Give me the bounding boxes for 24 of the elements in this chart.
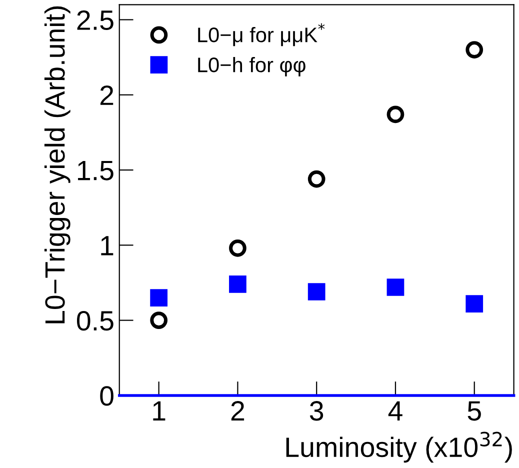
point bbox=[308, 283, 326, 300]
y-tick-label: 1.5 bbox=[78, 160, 114, 180]
legend-label: L0−μ for μμK$^{*}$ bbox=[198, 23, 325, 46]
y-tick-label: 2.5 bbox=[77, 10, 114, 30]
y-tick-label: 0.5 bbox=[76, 310, 114, 331]
x-tick-label: 2 bbox=[231, 401, 244, 420]
point bbox=[150, 289, 168, 306]
point bbox=[466, 41, 484, 58]
point bbox=[229, 276, 246, 293]
y-tick-label: 2 bbox=[100, 86, 114, 105]
y-axis-title: L0−Trigger yield (Arb.unit) bbox=[44, 6, 70, 324]
y-tick-label: 0 bbox=[100, 386, 114, 406]
point bbox=[308, 170, 326, 188]
x-tick-label: 3 bbox=[310, 401, 324, 421]
x-tick-label: 1 bbox=[153, 401, 166, 420]
x-tick-label: 5 bbox=[468, 401, 481, 421]
point bbox=[386, 106, 404, 124]
y-tick-label: 1 bbox=[101, 236, 114, 256]
point bbox=[150, 312, 168, 329]
point bbox=[466, 295, 484, 312]
x-axis-title: Luminosity (x10$^{32}$) bbox=[286, 432, 512, 463]
x-tick-label: 4 bbox=[388, 401, 402, 420]
legend-label: L0−h for φφ bbox=[198, 56, 306, 76]
point bbox=[229, 239, 246, 257]
